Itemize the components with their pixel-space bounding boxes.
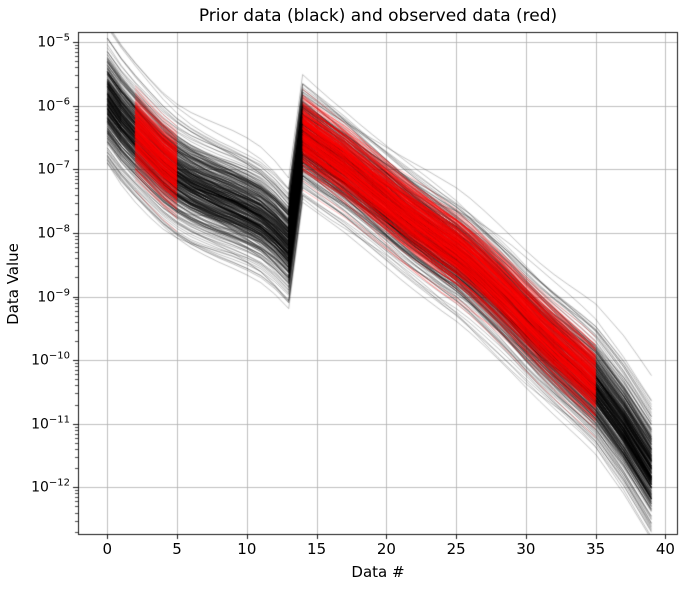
x-tick-label: 20 [376, 540, 396, 558]
x-tick-label: 15 [307, 540, 327, 558]
y-tick-label: 10−9 [37, 287, 70, 305]
x-tick-label: 10 [237, 540, 257, 558]
y-tick-label: 10−6 [37, 96, 70, 115]
x-tick-label: 5 [172, 540, 182, 558]
x-tick-label: 35 [586, 540, 606, 558]
y-tick-label: 10−8 [37, 223, 70, 242]
x-tick-label: 30 [516, 540, 536, 558]
chart-title: Prior data (black) and observed data (re… [198, 6, 558, 26]
y-tick-label: 10−10 [31, 350, 70, 369]
y-tick-label: 10−12 [31, 477, 70, 496]
y-axis-label: Data Value [4, 243, 22, 325]
y-tick-label: 10−11 [31, 414, 70, 433]
x-tick-label: 25 [446, 540, 466, 558]
y-tick-label: 10−5 [37, 32, 70, 51]
x-tick-label: 40 [655, 540, 675, 558]
x-tick-label: 0 [102, 540, 113, 558]
y-tick-label: 10−7 [37, 160, 70, 178]
x-axis-label: Data # [351, 563, 405, 581]
